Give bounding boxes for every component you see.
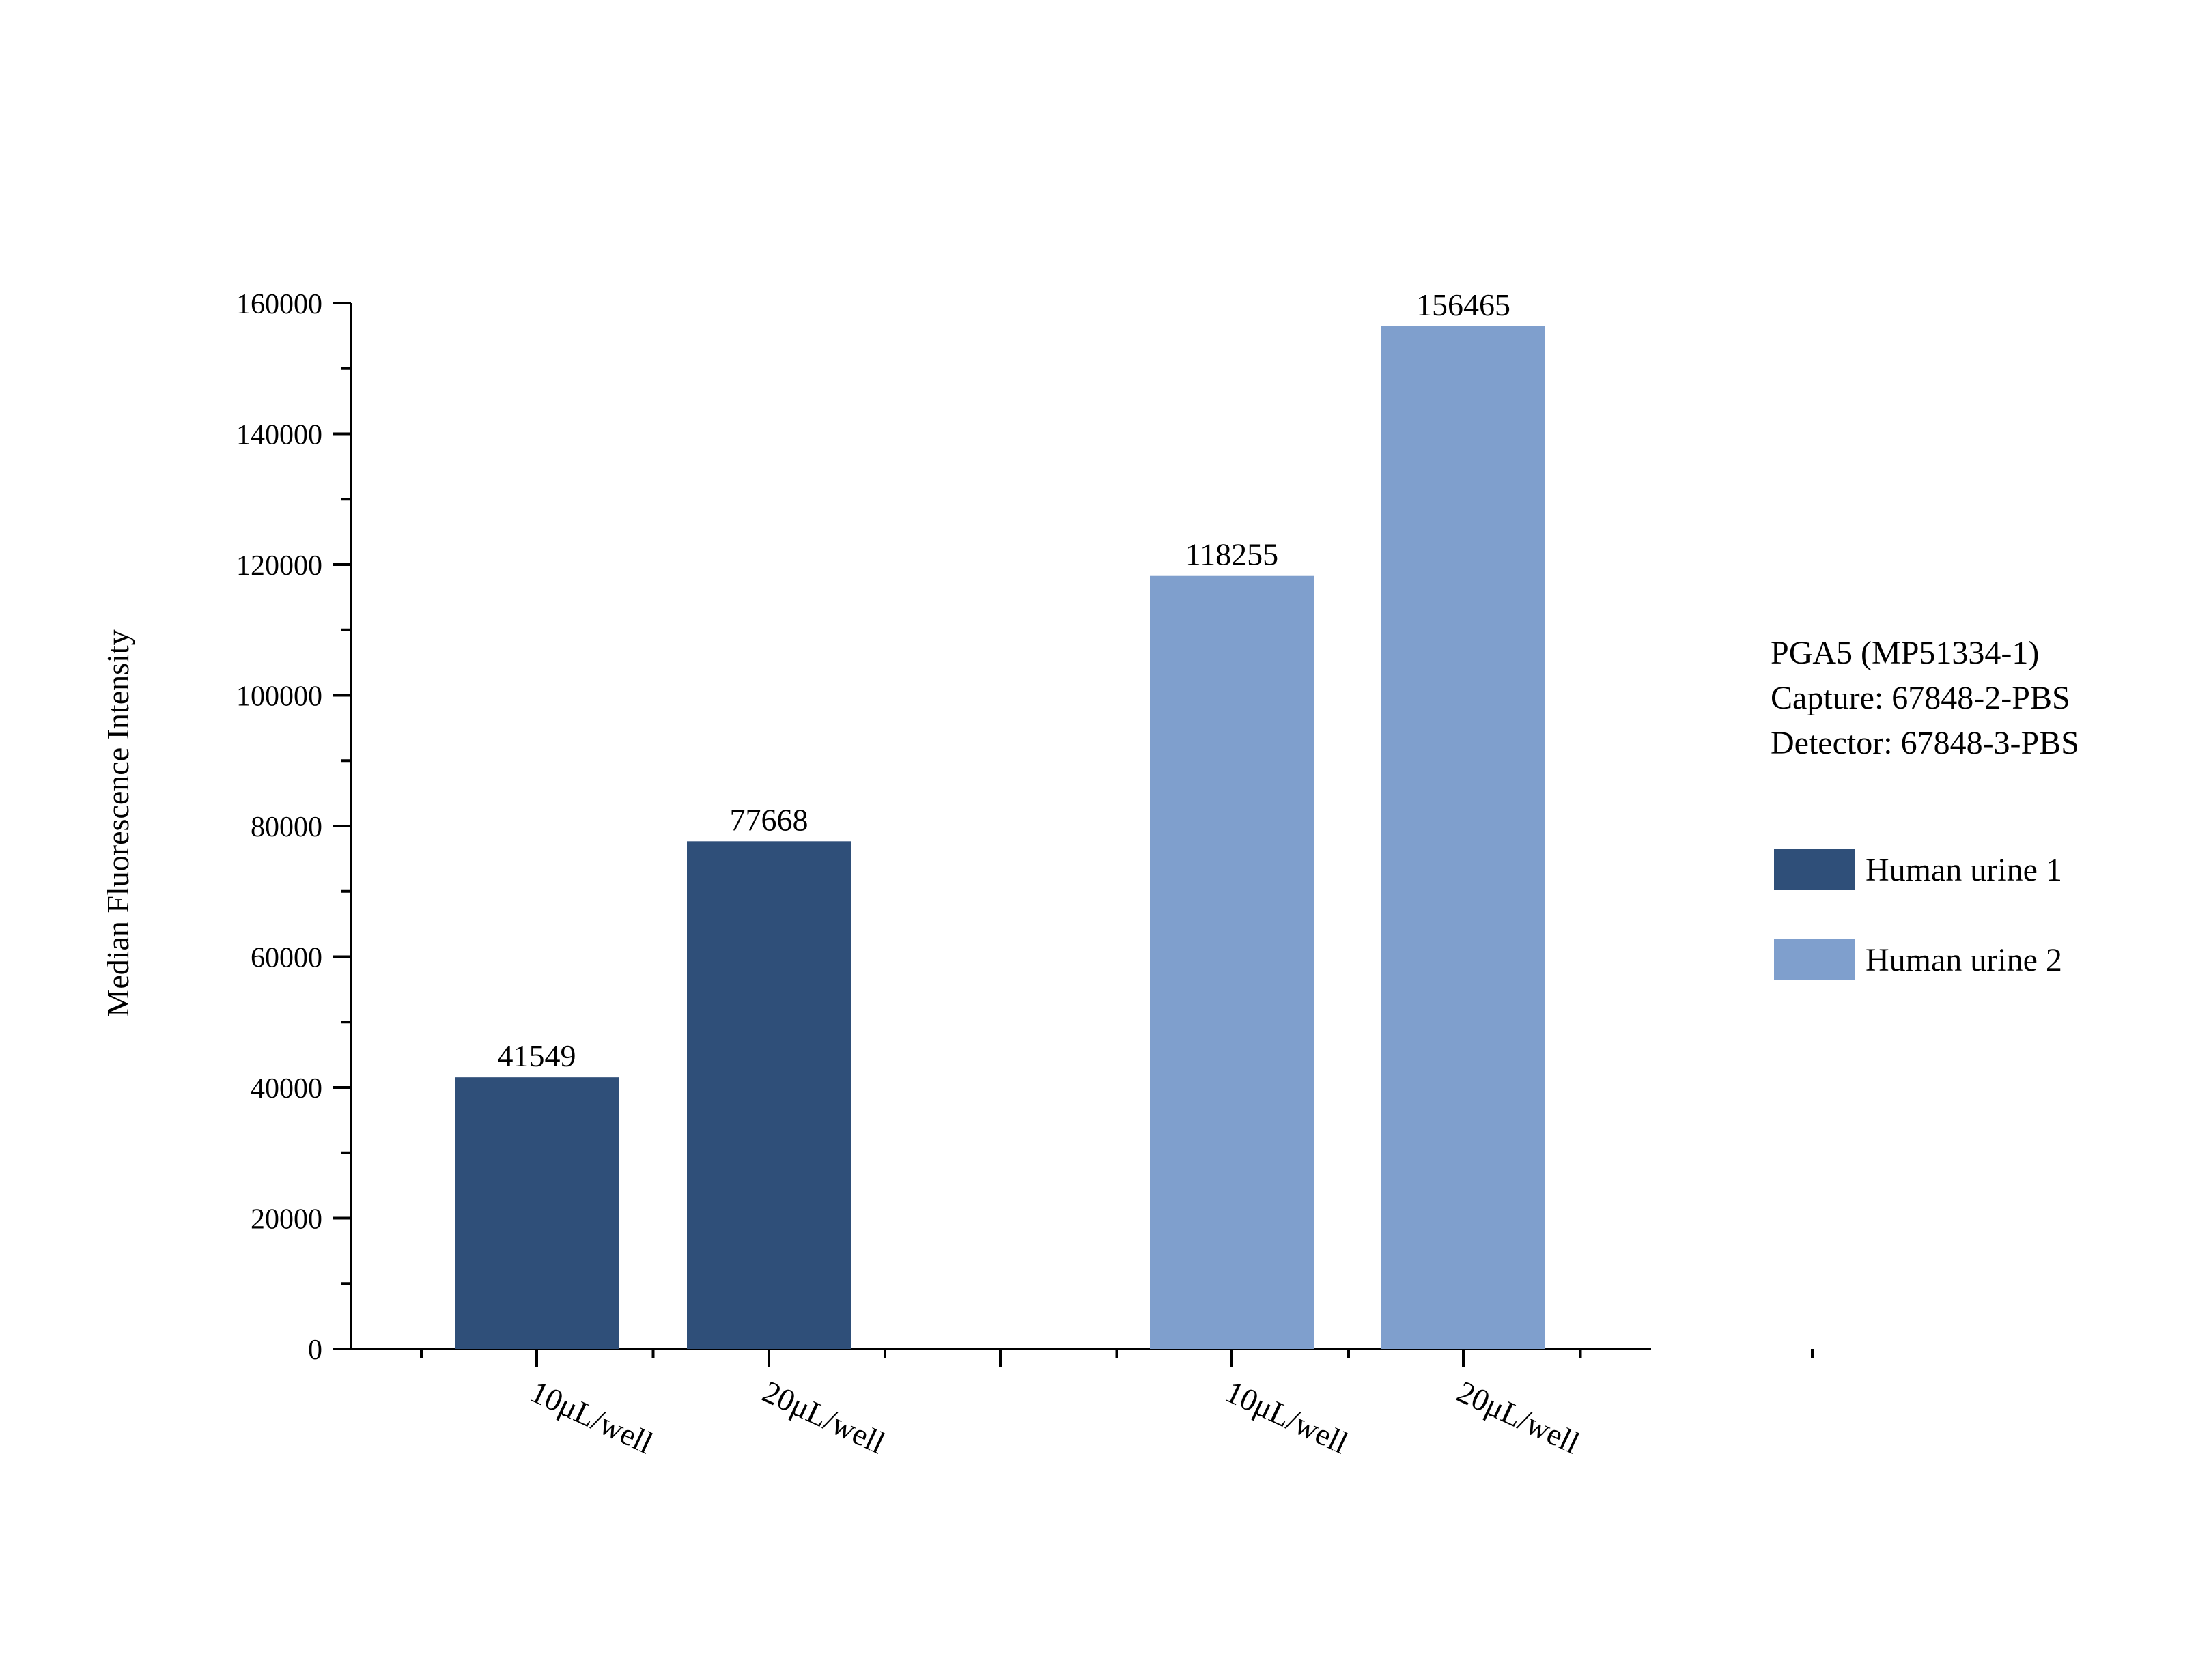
info-line: PGA5 (MP51334-1) [1771,635,2039,671]
y-tick-label: 80000 [251,812,322,843]
y-tick-label: 160000 [236,289,322,320]
y-tick-label: 120000 [236,550,322,582]
y-axis-title: Median Fluorescence Intensity [100,629,135,1016]
info-line: Detector: 67848-3-PBS [1771,725,2079,761]
bar [455,1077,619,1349]
y-tick-label: 140000 [236,420,322,451]
data-labels: 41549 77668 118255 156465 [498,287,1511,1073]
legend: Human urine 1 Human urine 2 [1774,849,2062,980]
category-labels: 10μL/well 20μL/well 10μL/well 20μL/well [525,1374,1584,1461]
x-category-label: 20μL/well [1452,1374,1584,1461]
y-axis: 0 20000 40000 60000 80000 100000 120000 140000 1… [236,289,352,1366]
info-line: Capture: 67848-2-PBS [1771,680,2070,716]
y-tick-label: 20000 [251,1204,322,1236]
data-label: 156465 [1416,287,1510,322]
legend-label: Human urine 2 [1866,942,2062,978]
x-axis [335,1348,1814,1367]
legend-label: Human urine 1 [1866,852,2062,888]
bar [687,841,851,1349]
bars [455,326,1545,1349]
x-category-label: 10μL/well [525,1374,658,1461]
legend-swatch [1774,939,1855,980]
data-label: 41549 [498,1038,576,1073]
y-tick-label: 100000 [236,681,322,713]
bar [1150,575,1314,1349]
x-category-label: 20μL/well [757,1374,890,1461]
data-label: 77668 [730,802,808,837]
info-block: PGA5 (MP51334-1) Capture: 67848-2-PBS Dete… [1771,635,2079,761]
y-tick-label: 40000 [251,1073,322,1105]
x-category-label: 10μL/well [1220,1374,1353,1461]
bar [1381,326,1545,1349]
data-label: 118255 [1185,537,1278,572]
y-tick-label: 60000 [251,943,322,974]
y-tick-label: 0 [308,1335,322,1366]
legend-swatch [1774,849,1855,890]
